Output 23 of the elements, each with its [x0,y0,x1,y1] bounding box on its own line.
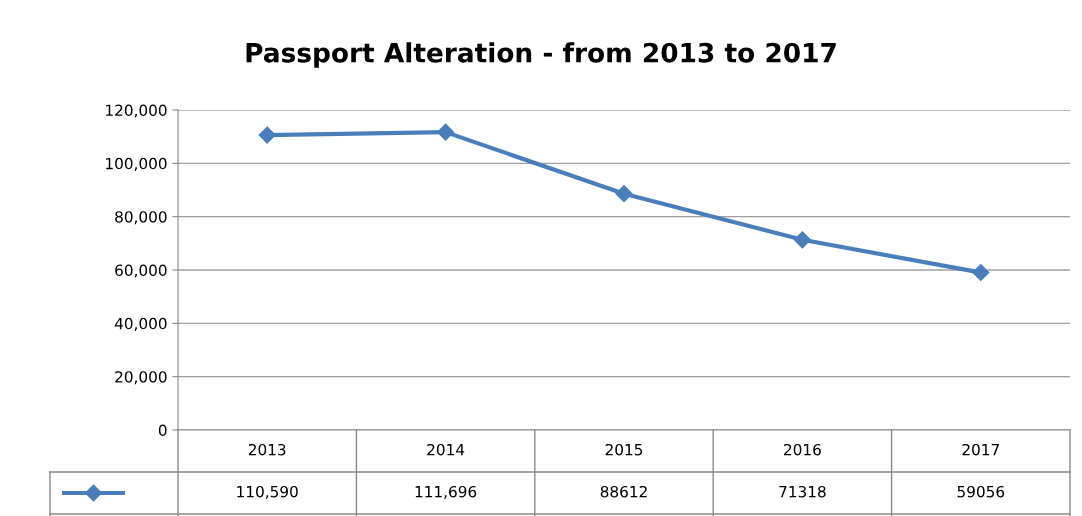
x-tick-label: 2014 [427,443,465,456]
y-tick-label: 100,000 [106,157,167,171]
data-label: 110,590 [237,485,298,499]
chart-title: Passport Alteration - from 2013 to 2017 [246,42,836,68]
x-tick-label: 2015 [605,443,643,456]
y-tick-label: 120,000 [106,104,167,118]
point [972,263,990,282]
y-tick-label: 0 [158,424,167,437]
y-tick-label: 80,000 [115,211,167,225]
x-tick-label: 2013 [248,443,286,456]
data-label: 59056 [957,485,1005,498]
x-tick-label: 2017 [962,443,999,456]
point [258,126,276,144]
data-label: 71318 [779,485,826,498]
y-tick-label: 60,000 [115,264,167,278]
y-tick-label: 40,000 [114,317,167,331]
point [793,231,811,249]
data-label: 88612 [600,485,647,498]
point [437,123,455,141]
data-label: 111,696 [415,485,477,499]
x-tick-label: 2016 [784,443,821,456]
y-tick-label: 20,000 [115,371,167,385]
point [615,185,633,203]
